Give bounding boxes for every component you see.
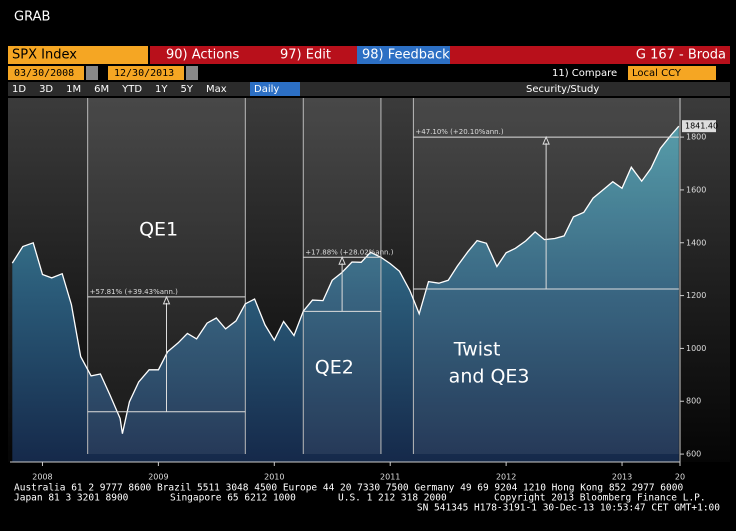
arrow-head: [162, 295, 171, 305]
x-tick-label: 2013: [612, 473, 632, 482]
frequency: Daily: [254, 84, 279, 95]
calendar-icon[interactable]: [186, 66, 198, 80]
period-button[interactable]: 5Y: [181, 84, 194, 95]
start-date-box[interactable]: [8, 66, 84, 80]
period-button[interactable]: 1M: [66, 84, 81, 95]
y-tick-label: 1200: [686, 291, 706, 300]
y-tick-label: 1400: [686, 238, 706, 247]
currency: Local CCY: [632, 68, 682, 79]
ticker: SPX Index: [12, 48, 77, 63]
end-date: 12/30/2013: [114, 68, 174, 79]
period-button[interactable]: 1Y: [155, 84, 168, 95]
page-code: G 167 - Broda: [636, 48, 726, 63]
feedback-menu[interactable]: 98) Feedback: [362, 48, 450, 63]
calendar-icon[interactable]: [86, 66, 98, 80]
y-tick-label: 1000: [686, 344, 706, 353]
measure-label: +47.10% (+20.10%ann.): [415, 128, 503, 136]
y-tick-label: 1600: [686, 185, 706, 194]
price-line: [11, 125, 680, 434]
footer-singapore: Singapore 65 6212 1000: [170, 493, 296, 504]
grab-label: GRAB: [14, 10, 50, 25]
footer-contacts: Australia 61 2 9777 8600 Brazil 5511 304…: [14, 483, 683, 494]
toolbar: [8, 82, 730, 96]
x-tick-label: 20: [675, 473, 685, 482]
footer-sn: SN 541345 H178-3191-1 30-Dec-13 10:53:47…: [417, 503, 720, 514]
period-button[interactable]: 6M: [94, 84, 109, 95]
frequency-box[interactable]: [250, 82, 300, 96]
compare[interactable]: 11) Compare: [552, 68, 617, 79]
edit-menu[interactable]: 97) Edit: [280, 48, 331, 63]
measure-label: +17.88% (+28.02%ann.): [305, 248, 393, 256]
arrow-head: [338, 256, 346, 265]
period-button[interactable]: 1D: [12, 84, 26, 95]
x-tick-label: 2012: [496, 473, 516, 482]
ticker-box[interactable]: [8, 46, 148, 64]
period-button[interactable]: 3D: [39, 84, 53, 95]
currency-box[interactable]: [628, 66, 716, 80]
region-label: Twist: [453, 339, 501, 361]
y-tick-label: 600: [686, 450, 701, 459]
region-label: QE1: [139, 219, 178, 241]
footer-us: U.S. 1 212 318 2000: [338, 493, 447, 504]
start-date: 03/30/2008: [14, 68, 74, 79]
feedback-box[interactable]: [357, 46, 450, 64]
period-button[interactable]: YTD: [121, 84, 142, 95]
footer-japan: Japan 81 3 3201 8900: [14, 493, 129, 504]
x-tick-label: 2010: [264, 473, 284, 482]
footer-copyright: Copyright 2013 Bloomberg Finance L.P.: [494, 493, 706, 504]
end-date-box[interactable]: [108, 66, 184, 80]
region-label: and QE3: [449, 366, 530, 388]
last-price-box: [682, 120, 716, 133]
period-button[interactable]: Max: [206, 84, 227, 95]
last-price-label: 1841.40: [685, 122, 718, 131]
x-tick-label: 2011: [380, 473, 400, 482]
region-label: QE2: [315, 357, 354, 379]
measure-label: +57.81% (+39.43%ann.): [90, 288, 178, 296]
y-tick-label: 1800: [686, 133, 706, 142]
area-fill: [12, 126, 679, 462]
actions-menu[interactable]: 90) Actions: [166, 48, 239, 63]
study-button[interactable]: Security/Study: [526, 84, 599, 95]
y-tick-label: 800: [686, 397, 701, 406]
x-tick-label: 2009: [148, 473, 168, 482]
arrow-head: [542, 135, 550, 145]
x-tick-label: 2008: [32, 473, 52, 482]
